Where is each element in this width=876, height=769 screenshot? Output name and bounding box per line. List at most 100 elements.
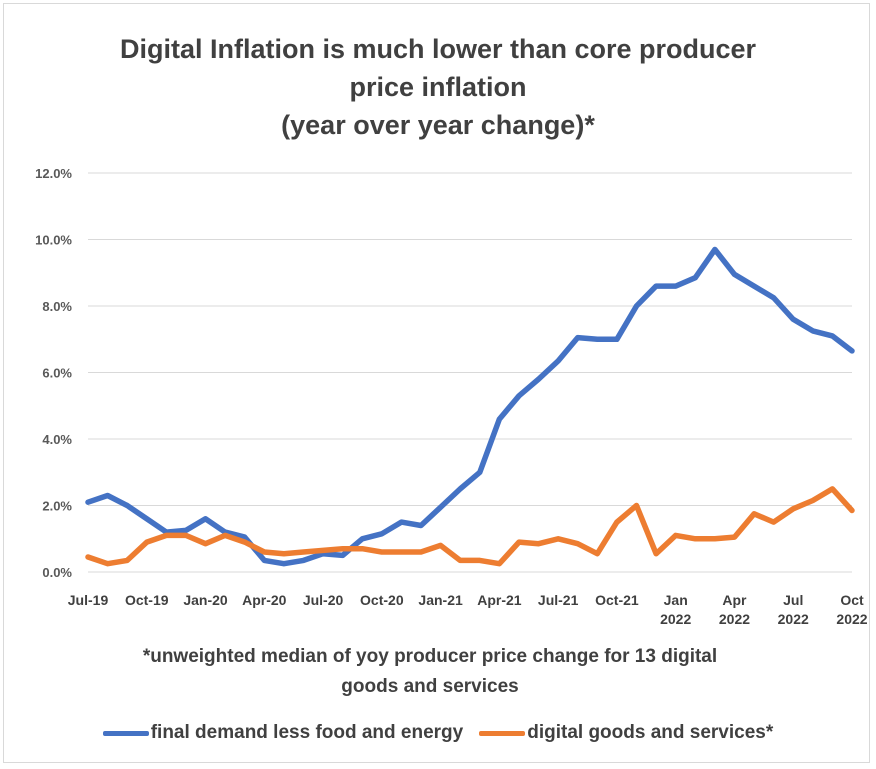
series-1-point bbox=[479, 472, 480, 473]
footnote: *unweighted median of yoy producer price… bbox=[120, 642, 740, 702]
legend: final demand less food and energy digita… bbox=[0, 722, 876, 744]
series-2-point bbox=[616, 522, 617, 523]
x-tick-label: Apr 2022 bbox=[719, 592, 750, 627]
legend-swatch-series-1 bbox=[103, 731, 149, 736]
legend-label-series-1: final demand less food and energy bbox=[151, 722, 464, 744]
x-tick-label: Apr-21 bbox=[477, 592, 522, 608]
x-tick-label: Apr-20 bbox=[242, 592, 287, 608]
series-2-point bbox=[146, 542, 147, 543]
series-2-point bbox=[812, 500, 813, 501]
series-2-point bbox=[205, 543, 206, 544]
series-1-point bbox=[323, 553, 324, 554]
series-2-point bbox=[127, 560, 128, 561]
series-2-point bbox=[832, 488, 833, 489]
series-1-point bbox=[695, 277, 696, 278]
x-tick-label: Jan-20 bbox=[183, 592, 228, 608]
series-1-point bbox=[225, 532, 226, 533]
series-1-point bbox=[518, 395, 519, 396]
x-tick-label: Oct-19 bbox=[125, 592, 169, 608]
series-2-point bbox=[852, 510, 853, 511]
series-1-point bbox=[656, 286, 657, 287]
x-tick-label: Oct-21 bbox=[595, 592, 639, 608]
series-1-point bbox=[538, 379, 539, 380]
series-2-point bbox=[793, 508, 794, 509]
series-1-point bbox=[381, 533, 382, 534]
series-2-point bbox=[597, 553, 598, 554]
series-2-point bbox=[773, 522, 774, 523]
y-tick-label: 12.0% bbox=[35, 166, 72, 181]
series-1-point bbox=[675, 286, 676, 287]
x-tick-label: Oct-20 bbox=[360, 592, 404, 608]
series-1-point bbox=[832, 335, 833, 336]
footnote-line-2: goods and services bbox=[120, 672, 740, 702]
x-tick-label: Jan 2022 bbox=[660, 592, 691, 627]
series-1-point bbox=[616, 339, 617, 340]
series-1-point bbox=[107, 495, 108, 496]
series-2-point bbox=[166, 535, 167, 536]
series-2-point bbox=[558, 538, 559, 539]
x-tick-label: Jul-19 bbox=[68, 592, 109, 608]
legend-label-series-2: digital goods and services* bbox=[527, 722, 773, 744]
series-1-point bbox=[773, 297, 774, 298]
y-tick-label: 6.0% bbox=[42, 366, 72, 381]
series-1-point bbox=[166, 532, 167, 533]
series-1-point bbox=[636, 306, 637, 307]
series-2-point bbox=[421, 552, 422, 553]
series-lines bbox=[88, 249, 853, 564]
line-chart: 0.0% 2.0% 4.0% 6.0% 8.0% 10.0% 12.0% Jul-19 Oct… bbox=[0, 0, 876, 640]
x-tick-label: Jan-21 bbox=[418, 592, 463, 608]
series-1-point bbox=[793, 319, 794, 320]
series-2-point bbox=[225, 535, 226, 536]
series-2-point bbox=[401, 552, 402, 553]
series-1-point bbox=[127, 505, 128, 506]
series-1-point bbox=[499, 419, 500, 420]
series-2-point bbox=[479, 560, 480, 561]
series-1-point bbox=[88, 502, 89, 503]
series-2-point bbox=[675, 535, 676, 536]
series-1-point bbox=[812, 330, 813, 331]
legend-item-series-1: final demand less food and energy bbox=[103, 722, 464, 744]
series-1-point bbox=[734, 274, 735, 275]
gridlines bbox=[88, 173, 852, 572]
series-1-point bbox=[852, 350, 853, 351]
series-2-point bbox=[734, 537, 735, 538]
y-tick-label: 2.0% bbox=[42, 499, 72, 514]
series-2-point bbox=[754, 513, 755, 514]
series-2-point bbox=[538, 543, 539, 544]
legend-swatch-series-2 bbox=[479, 731, 525, 736]
series-2-point bbox=[518, 542, 519, 543]
series-2-point bbox=[244, 542, 245, 543]
series-2-point bbox=[303, 552, 304, 553]
series-1-point bbox=[421, 525, 422, 526]
x-tick-label: Jul 2022 bbox=[778, 592, 809, 627]
y-tick-label: 10.0% bbox=[35, 233, 72, 248]
series-line-2 bbox=[88, 489, 852, 564]
series-2-point bbox=[283, 553, 284, 554]
y-tick-label: 8.0% bbox=[42, 299, 72, 314]
y-axis-tick-labels: 0.0% 2.0% 4.0% 6.0% 8.0% 10.0% 12.0% bbox=[35, 166, 72, 580]
series-2-point bbox=[264, 552, 265, 553]
series-1-point bbox=[303, 560, 304, 561]
series-1-point bbox=[244, 537, 245, 538]
series-1-point bbox=[342, 555, 343, 556]
series-1-point bbox=[185, 530, 186, 531]
series-2-point bbox=[499, 563, 500, 564]
series-1-point bbox=[558, 360, 559, 361]
series-2-point bbox=[636, 505, 637, 506]
series-1-point bbox=[362, 538, 363, 539]
series-2-point bbox=[88, 557, 89, 558]
series-2-point bbox=[381, 552, 382, 553]
series-1-point bbox=[205, 518, 206, 519]
series-1-point bbox=[754, 286, 755, 287]
series-2-point bbox=[323, 550, 324, 551]
series-2-point bbox=[362, 548, 363, 549]
y-tick-label: 0.0% bbox=[42, 565, 72, 580]
series-2-point bbox=[460, 560, 461, 561]
y-tick-label: 4.0% bbox=[42, 432, 72, 447]
series-1-point bbox=[283, 563, 284, 564]
legend-item-series-2: digital goods and services* bbox=[479, 722, 773, 744]
series-1-point bbox=[146, 518, 147, 519]
footnote-line-1: *unweighted median of yoy producer price… bbox=[120, 642, 740, 672]
series-1-point bbox=[714, 249, 715, 250]
series-2-point bbox=[107, 563, 108, 564]
